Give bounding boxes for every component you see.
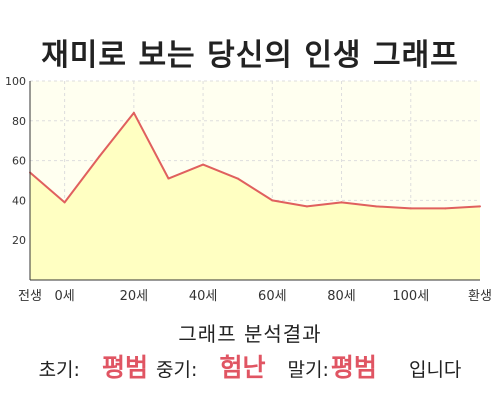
data-point xyxy=(98,155,101,158)
analysis-result-heading: 그래프 분석결과 xyxy=(178,322,322,346)
data-point xyxy=(202,163,205,166)
data-point xyxy=(444,207,447,210)
y-tick-label: 80 xyxy=(12,115,26,128)
series-area-fill xyxy=(30,112,480,280)
data-point xyxy=(375,205,378,208)
data-point xyxy=(305,205,308,208)
x-tick-label: 20세 xyxy=(120,289,149,304)
x-tick-label: 60세 xyxy=(258,289,287,304)
x-tick-label: 0세 xyxy=(54,289,74,304)
y-tick-label: 100 xyxy=(5,75,26,88)
x-tick-label: 100세 xyxy=(392,289,429,304)
data-point xyxy=(63,201,66,204)
data-point xyxy=(236,177,239,180)
late-label: 말기: xyxy=(287,359,329,381)
y-tick-label: 60 xyxy=(12,155,26,168)
data-point xyxy=(340,201,343,204)
x-tick-label: 환생 xyxy=(468,289,492,304)
series-line xyxy=(29,111,481,210)
analysis-result-line: 초기: 평범 중기: 험난 말기:평범 입니다 xyxy=(0,348,500,384)
x-tick-label: 40세 xyxy=(189,289,218,304)
early-value: 평범 xyxy=(101,353,148,382)
x-tick-label: 전생 xyxy=(18,289,42,304)
y-tick-label: 40 xyxy=(12,194,26,207)
result-suffix: 입니다 xyxy=(408,359,462,381)
early-label: 초기: xyxy=(38,359,80,381)
late-value: 평범 xyxy=(330,353,377,382)
data-point xyxy=(271,199,274,202)
data-point xyxy=(167,177,170,180)
chart-title: 재미로 보는 당신의 인생 그래프 xyxy=(41,38,459,73)
middle-label: 중기: xyxy=(156,359,198,381)
data-point xyxy=(409,207,412,210)
y-tick-label: 20 xyxy=(12,234,26,247)
middle-value: 험난 xyxy=(219,353,266,382)
x-tick-label: 80세 xyxy=(327,289,356,304)
data-point xyxy=(479,205,481,208)
data-point xyxy=(132,111,135,114)
